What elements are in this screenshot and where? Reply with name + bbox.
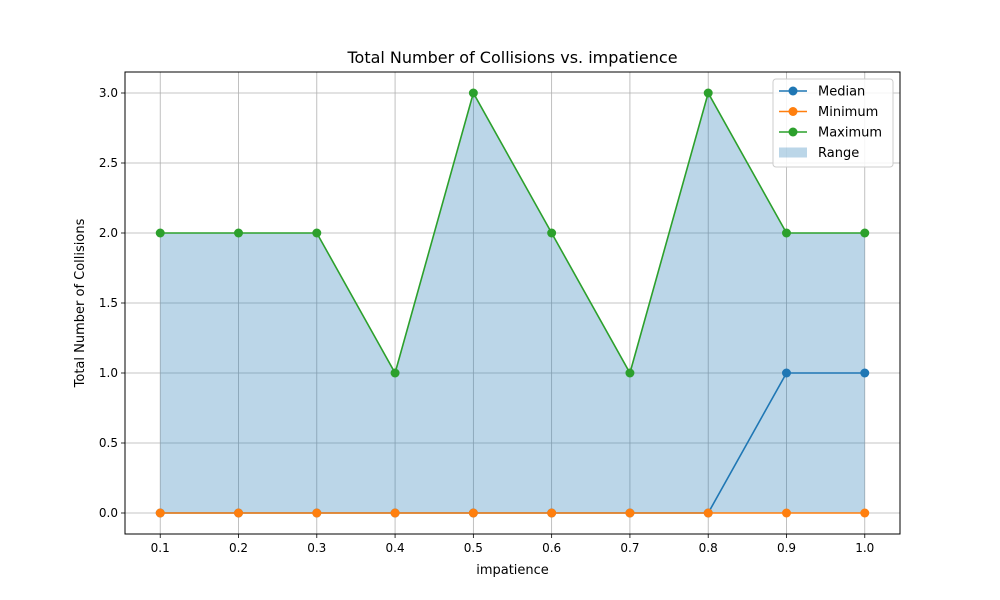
x-tick-label: 0.8 — [699, 541, 718, 555]
x-tick-label: 0.7 — [620, 541, 639, 555]
data-point-minimum — [860, 508, 870, 518]
legend-box — [772, 78, 894, 168]
legend-item-median: Median — [779, 85, 865, 100]
x-axis-title: impatience — [476, 563, 549, 578]
data-point-maximum — [860, 228, 870, 238]
data-point-maximum — [625, 368, 635, 378]
data-point-maximum — [468, 88, 478, 98]
data-point-minimum — [703, 508, 713, 518]
x-tick-label: 0.3 — [307, 541, 326, 555]
legend-label-range: Range — [818, 146, 859, 161]
data-point-median — [781, 368, 791, 378]
data-point-minimum — [468, 508, 478, 518]
legend-marker-minimum — [788, 107, 798, 116]
y-axis-ticks: 0.0 0.5 1.0 1.5 2.0 2.5 3.0 — [99, 86, 125, 520]
x-tick-label: 0.9 — [777, 541, 796, 555]
y-tick-label: 0.0 — [99, 506, 118, 520]
y-tick-label: 2.0 — [99, 226, 118, 240]
x-tick-label: 0.4 — [386, 541, 405, 555]
data-point-minimum — [625, 508, 635, 518]
series-minimum — [155, 508, 870, 518]
y-tick-label: 1.0 — [99, 366, 118, 380]
y-tick-label: 1.5 — [99, 296, 118, 310]
x-tick-label: 1.0 — [855, 541, 874, 555]
data-point-minimum — [781, 508, 791, 518]
legend-swatch-range — [779, 147, 807, 158]
data-point-maximum — [312, 228, 322, 238]
y-tick-label: 3.0 — [99, 86, 118, 100]
data-point-maximum — [155, 228, 165, 238]
legend-label-median: Median — [818, 85, 865, 100]
data-point-maximum — [390, 368, 400, 378]
range-band-layer — [160, 93, 865, 513]
data-point-minimum — [547, 508, 557, 518]
legend-item-maximum: Maximum — [779, 126, 882, 141]
data-point-maximum — [781, 228, 791, 238]
x-tick-label: 0.2 — [229, 541, 248, 555]
legend-marker-median — [788, 86, 798, 96]
data-point-minimum — [390, 508, 400, 518]
y-axis-title: Total Number of Collisions — [73, 218, 88, 388]
y-tick-label: 0.5 — [99, 436, 118, 450]
legend-label-minimum: Minimum — [818, 105, 878, 120]
x-tick-label: 0.6 — [542, 541, 561, 555]
data-point-minimum — [312, 508, 322, 518]
data-point-median — [860, 368, 870, 378]
x-tick-label: 0.5 — [464, 541, 483, 555]
data-point-maximum — [234, 228, 244, 238]
x-axis-ticks: 0.1 0.2 0.3 0.4 0.5 0.6 0.7 0.8 0.9 1.0 — [151, 534, 874, 555]
chart-title: Total Number of Collisions vs. impatienc… — [346, 48, 677, 67]
legend-label-maximum: Maximum — [818, 126, 882, 141]
series-maximum — [155, 88, 870, 378]
legend-marker-maximum — [788, 127, 798, 137]
data-point-minimum — [155, 508, 165, 518]
series-line-maximum — [160, 90, 865, 376]
range-band — [160, 93, 865, 513]
legend-item-range: Range — [779, 146, 859, 161]
series-layer — [155, 88, 870, 518]
legend: Median Minimum Maximum Range — [772, 78, 894, 168]
data-point-maximum — [547, 228, 557, 238]
data-point-minimum — [234, 508, 244, 518]
data-point-maximum — [703, 88, 713, 98]
y-tick-label: 2.5 — [99, 156, 118, 170]
x-tick-label: 0.1 — [151, 541, 170, 555]
legend-item-minimum: Minimum — [779, 105, 878, 120]
